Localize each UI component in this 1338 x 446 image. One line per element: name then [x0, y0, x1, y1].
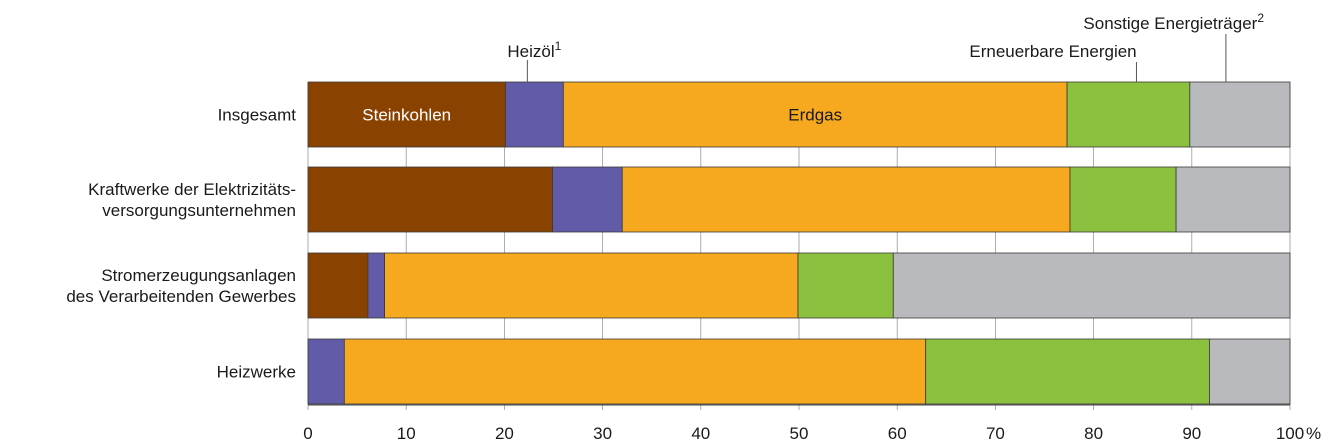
bar-segment-steinkohlen	[307, 252, 369, 319]
bar-segment-sonstige-energietrager	[892, 252, 1291, 319]
x-tick-label: 10	[397, 424, 416, 443]
bar-segment-steinkohlen	[307, 166, 553, 233]
x-tick-label: 80	[1084, 424, 1103, 443]
category-label: Insgesamt	[218, 106, 297, 125]
bar-segment-erneuerbare-energien	[797, 252, 894, 319]
bar-segment-erneuerbare-energien	[1069, 166, 1177, 233]
bar-segment-erneuerbare-energien	[925, 338, 1210, 405]
bar-row	[307, 338, 1291, 405]
x-tick-label: 30	[593, 424, 612, 443]
bar-row	[307, 252, 1291, 319]
bar-segment-erdgas	[384, 252, 799, 319]
series-callouts: Heizöl1 Erneuerbare Energien Sonstige Ener…	[507, 11, 1264, 82]
callout-label-erneuerbare-energien: Erneuerbare Energien	[969, 42, 1136, 61]
bar-segment-heizol	[552, 166, 623, 233]
bar-segment-erdgas	[562, 81, 1068, 148]
bar-segment-erdgas	[343, 338, 927, 405]
x-unit-label: %	[1306, 424, 1321, 443]
category-labels: Insgesamt Kraftwerke der Elektrizitäts-ve…	[66, 106, 296, 382]
category-label: Kraftwerke der Elektrizitäts-	[88, 180, 296, 199]
category-label: versorgungsunternehmen	[102, 201, 296, 220]
segment-label-steinkohlen: Steinkohlen	[362, 106, 451, 125]
bars: Steinkohlen Erdgas	[307, 81, 1291, 405]
bar-segment-erdgas	[621, 166, 1071, 233]
bar-segment-sonstige-energietrager	[1209, 338, 1291, 405]
bar-segment-heizol	[367, 252, 385, 319]
x-tick-labels: 0 10 20 30 40 50 60 70 80 90 100	[303, 424, 1304, 443]
bar-segment-heizol	[504, 81, 564, 148]
x-tick-label: 50	[790, 424, 809, 443]
category-label: Stromerzeugungsanlagen	[101, 266, 296, 285]
bar-segment-heizol	[307, 338, 345, 405]
bar-segment-steinkohlen	[307, 81, 506, 148]
bar-segment-sonstige-energietrager	[1175, 166, 1291, 233]
x-tick-label: 0	[303, 424, 312, 443]
callout-label-heizol: Heizöl1	[507, 39, 561, 61]
bar-row	[307, 166, 1291, 233]
bar-segment-erneuerbare-energien	[1066, 81, 1191, 148]
x-tick-label: 60	[888, 424, 907, 443]
category-label: Heizwerke	[217, 363, 296, 382]
bar-segment-sonstige-energietrager	[1189, 81, 1291, 148]
x-tick-label: 40	[691, 424, 710, 443]
x-tick-label: 100	[1276, 424, 1304, 443]
x-tick-label: 90	[1182, 424, 1201, 443]
bar-row	[307, 81, 1291, 148]
x-tick-label: 70	[986, 424, 1005, 443]
segment-label-erdgas: Erdgas	[788, 106, 842, 125]
callout-label-sonstige-energietrager: Sonstige Energieträger2	[1083, 11, 1264, 33]
category-label: des Verarbeitenden Gewerbes	[66, 287, 296, 306]
x-tick-label: 20	[495, 424, 514, 443]
